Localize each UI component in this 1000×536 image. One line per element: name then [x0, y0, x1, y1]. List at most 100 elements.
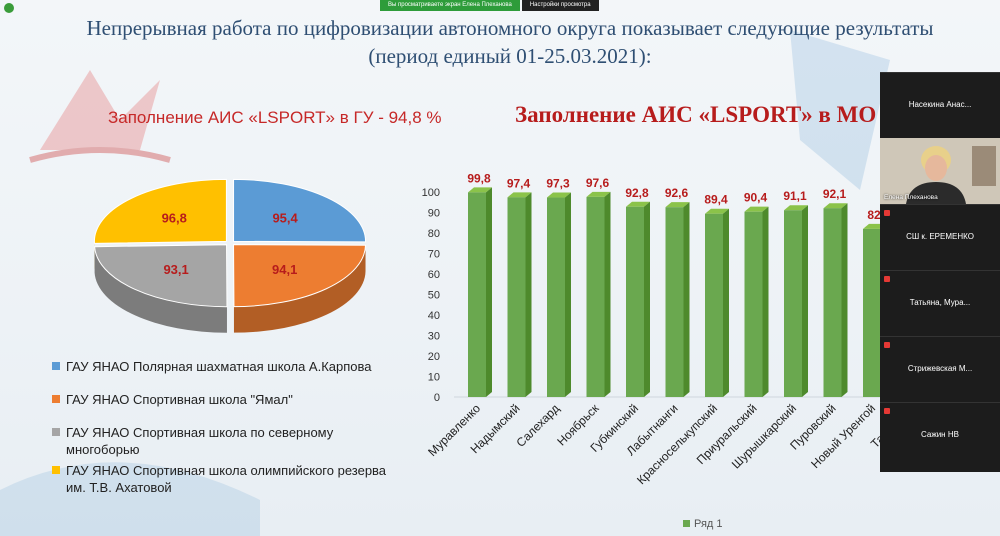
bar-top — [665, 202, 690, 208]
bar-value-label: 89,4 — [704, 193, 728, 207]
view-options-button[interactable]: Настройки просмотра — [521, 0, 599, 11]
participant-name: СШ к. ЕРЕМЕНКО — [906, 232, 974, 241]
x-tick-label: Салехард — [513, 401, 562, 450]
y-tick-label: 40 — [428, 310, 440, 322]
legend-item: ГАУ ЯНАО Спортивная школа по северному м… — [52, 424, 392, 458]
bar-side — [802, 205, 808, 397]
y-tick-label: 70 — [428, 249, 440, 261]
y-tick-label: 50 — [428, 290, 440, 302]
participant-tile[interactable]: СШ к. ЕРЕМЕНКО — [880, 204, 1000, 270]
participant-tile[interactable]: Стрижевская М... — [880, 336, 1000, 402]
bar — [705, 213, 723, 397]
participant-video[interactable]: Елена Плеханова — [880, 138, 1000, 204]
bar-value-label: 99,8 — [467, 171, 491, 185]
legend-swatch — [52, 428, 60, 436]
y-tick-label: 20 — [428, 351, 440, 363]
bar-top — [626, 201, 650, 207]
bar-value-label: 90,4 — [744, 191, 768, 205]
bar — [744, 211, 763, 397]
bar-value-label: 92,1 — [823, 187, 847, 201]
bar-chart: 010203040506070809010099,8Муравленко97,4… — [422, 171, 880, 487]
legend-label: ГАУ ЯНАО Спортивная школа "Ямал" — [66, 392, 293, 407]
participant-tile[interactable]: Татьяна, Мура... — [880, 270, 1000, 336]
legend-label: ГАУ ЯНАО Спортивная школа по северному м… — [66, 425, 334, 457]
legend-swatch — [52, 395, 60, 403]
pie-slice — [233, 244, 367, 308]
speaker-video-frame — [880, 138, 1000, 204]
bar-side — [486, 187, 492, 397]
pie-slice — [93, 178, 227, 244]
bar — [863, 228, 880, 397]
slide-title-line-2: (период единый 01-25.03.2021): — [368, 44, 652, 68]
security-shield-icon[interactable] — [4, 3, 14, 13]
pie-chart: 95,4 94,1 93,1 96,8 — [93, 178, 367, 333]
bar — [586, 196, 605, 397]
participant-name: Елена Плеханова — [884, 194, 938, 201]
bar-top — [744, 206, 769, 212]
participant-tile[interactable]: Сажин НВ — [880, 402, 1000, 468]
legend-label: ГАУ ЯНАО Спортивная школа олимпийского р… — [66, 463, 387, 495]
pie-slice — [94, 244, 228, 308]
pie-chart-title: Заполнение АИС «LSPORT» в ГУ - 94,8 % — [108, 108, 442, 127]
bar-side — [604, 191, 611, 397]
yamal-logo-watermark — [29, 70, 171, 163]
y-tick-label: 60 — [428, 269, 440, 281]
bar-value-label: 92,6 — [665, 186, 689, 200]
bar-series-legend: Ряд 1 — [683, 518, 723, 530]
pie-value-label: 95,4 — [272, 210, 298, 225]
pie-slice-side — [94, 246, 227, 333]
bar-top — [823, 203, 848, 209]
bar-value-label: 91,1 — [783, 189, 807, 203]
bar-side — [644, 201, 650, 397]
bar-top — [586, 191, 611, 197]
bar-top — [705, 208, 729, 214]
zoom-share-bar: Вы просматриваете экран Елена Плеханова … — [380, 0, 599, 11]
bar-value-label: 82 — [867, 208, 880, 222]
bar-side — [762, 206, 769, 397]
bar — [468, 192, 486, 397]
viewing-screen-label: Вы просматриваете экран Елена Плеханова — [380, 0, 520, 11]
bar-side — [841, 203, 848, 397]
bar-value-label: 97,4 — [507, 176, 531, 190]
legend-item: ГАУ ЯНАО Полярная шахматная школа А.Карп… — [52, 358, 392, 375]
pie-slice-side — [233, 245, 366, 333]
muted-mic-icon — [884, 210, 890, 216]
y-tick-label: 90 — [428, 208, 440, 220]
participant-tile[interactable]: Насекина Анас... — [880, 72, 1000, 138]
bar-value-label: 97,6 — [586, 176, 610, 190]
slide-title-line-1: Непрерывная работа по цифровизации автон… — [86, 16, 934, 40]
bar — [823, 208, 842, 397]
participant-name: Сажин НВ — [921, 430, 959, 439]
bar — [665, 207, 684, 397]
pie-slice — [233, 178, 367, 243]
bar-side — [525, 192, 532, 397]
bar-value-label: 92,8 — [625, 186, 649, 200]
legend-item: ГАУ ЯНАО Спортивная школа "Ямал" — [52, 391, 392, 408]
pie-value-label: 94,1 — [272, 262, 297, 277]
bar-top — [547, 192, 571, 198]
pie-value-label: 93,1 — [163, 262, 188, 277]
slide-title: Непрерывная работа по цифровизации автон… — [70, 14, 950, 70]
bar — [784, 210, 802, 397]
bar-side — [565, 192, 571, 397]
bar — [507, 197, 526, 397]
pie-value-label: 96,8 — [162, 211, 187, 226]
bar — [547, 197, 565, 397]
bar-top — [784, 205, 808, 211]
participant-name: Стрижевская М... — [907, 364, 973, 373]
bar-chart-title: Заполнение АИС «LSPORT» в МО — [515, 102, 877, 127]
participants-panel: Насекина Анас... Елена Плеханова СШ к. Е… — [880, 72, 1000, 472]
legend-item: ГАУ ЯНАО Спортивная школа олимпийского р… — [52, 462, 392, 496]
series-name: Ряд 1 — [694, 518, 723, 530]
y-tick-label: 0 — [434, 392, 440, 404]
participant-name: Насекина Анас... — [908, 100, 972, 109]
series-swatch — [683, 520, 690, 527]
y-tick-label: 10 — [428, 372, 440, 384]
decorative-shape-bottom — [0, 462, 260, 536]
muted-mic-icon — [884, 408, 890, 414]
bar-side — [723, 208, 729, 397]
bar-top — [863, 223, 880, 229]
muted-mic-icon — [884, 342, 890, 348]
decorative-shape — [790, 30, 890, 190]
